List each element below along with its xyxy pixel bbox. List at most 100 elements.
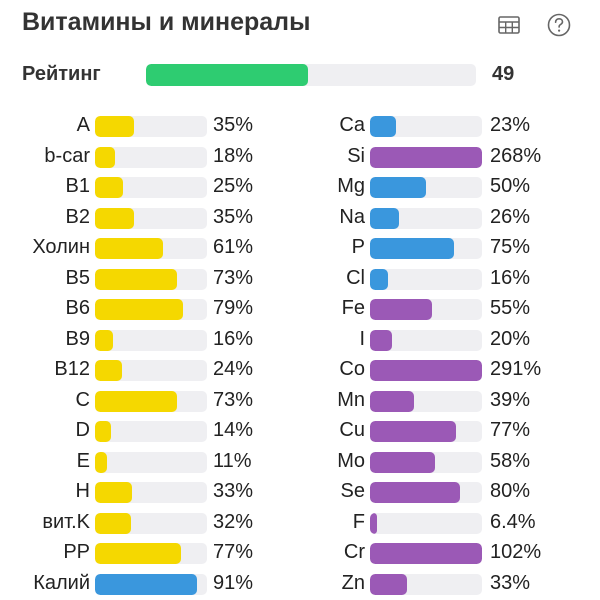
vitamin-value: 33% [213,480,254,502]
vitamin-bar-track [95,329,207,351]
vitamin-label: H [75,480,90,502]
vitamin-value: 77% [213,541,254,563]
vitamin-bar-track [95,482,207,503]
vitamin-row: B5 73% [0,264,280,295]
mineral-label-wrap: Na [290,203,365,231]
vitamin-row: Калий 91% [0,569,280,600]
vitamin-bar-fill [95,482,132,503]
vitamin-label: B5 [65,266,90,289]
mineral-bar-fill [370,299,432,320]
mineral-label-wrap: P [290,233,365,261]
mineral-value: 26% [490,205,531,228]
mineral-bar-track [370,329,482,351]
vitamin-label: B6 [65,297,90,319]
vitamin-label-wrap: D [0,416,90,444]
mineral-bar-fill [370,329,393,351]
mineral-bar-track [370,146,482,168]
vitamin-value: 73% [213,266,254,289]
mineral-bar-track [370,451,482,473]
mineral-bar-fill [370,207,400,229]
mineral-bar-fill [370,177,426,198]
vitamin-row: B6 79% [0,294,280,325]
vitamin-row: B12 24% [0,355,280,386]
vitamin-label-wrap: E [0,447,90,475]
mineral-bar-fill [370,573,407,595]
mineral-label: Mn [337,388,365,411]
mineral-label: Mo [337,449,365,472]
mineral-row: Fe 55% [290,294,570,325]
vitamin-row: b-car 18% [0,142,280,173]
vitamin-bar-track [95,573,207,595]
vitamin-bar-track [95,146,207,168]
vitamin-bar-track [95,543,207,564]
vitamin-bar-track [95,268,207,290]
mineral-label-wrap: Mg [290,172,365,200]
mineral-bar-fill [370,360,482,381]
vitamin-label: B9 [65,327,90,350]
mineral-value: 77% [490,419,531,441]
mineral-bar-fill [370,421,457,442]
mineral-row: P 75% [290,233,570,264]
vitamin-bar-fill [95,390,177,412]
mineral-bar-track [370,421,482,442]
vitamin-label-wrap: C [0,386,90,414]
mineral-bar-track [370,512,482,534]
mineral-value: 33% [490,571,531,594]
mineral-value: 23% [490,114,531,136]
vitamin-value: 16% [213,327,254,350]
vitamin-value: 14% [213,419,254,441]
vitamin-bar-track [95,512,207,534]
mineral-label: Cr [343,541,365,563]
mineral-row: Co 291% [290,355,570,386]
mineral-value: 16% [490,266,531,289]
vitamin-bar-fill [95,329,113,351]
mineral-bar-fill [370,482,460,503]
mineral-value: 268% [490,144,542,167]
mineral-label-wrap: Mn [290,386,365,414]
vitamin-row: E 11% [0,447,280,478]
mineral-label: Si [347,144,365,167]
mineral-label: Se [340,480,365,502]
rating-label: Рейтинг [22,63,101,85]
help-icon[interactable] [546,12,572,38]
mineral-label-wrap: Cu [290,416,365,444]
vitamin-value: 91% [213,571,254,594]
mineral-bar-track [370,177,482,198]
vitamin-bar-track [95,238,207,259]
vitamin-label-wrap: B9 [0,325,90,353]
mineral-row: Cu 77% [290,416,570,447]
mineral-row: Cr 102% [290,538,570,569]
vitamin-label-wrap: PP [0,538,90,566]
vitamin-label: PP [63,541,90,563]
mineral-label-wrap: Ca [290,111,365,139]
vitamin-row: PP 77% [0,538,280,569]
vitamin-bar-fill [95,573,197,595]
mineral-label: Zn [341,571,365,594]
rating-bar-fill [146,64,308,86]
mineral-label-wrap: Mo [290,447,365,475]
mineral-row: Mo 58% [290,447,570,478]
mineral-value: 291% [490,358,542,380]
vitamin-value: 25% [213,175,254,197]
vitamin-label: C [75,388,90,411]
mineral-bar-fill [370,268,388,290]
mineral-bar-fill [370,116,396,137]
mineral-row: Zn 33% [290,569,570,600]
mineral-bar-fill [370,451,435,473]
mineral-bar-track [370,207,482,229]
mineral-row: Si 268% [290,142,570,173]
mineral-bar-track [370,390,482,412]
vitamin-row: H 33% [0,477,280,508]
mineral-bar-track [370,268,482,290]
mineral-bar-fill [370,543,482,564]
vitamin-value: 73% [213,388,254,411]
table-icon[interactable] [496,12,522,38]
vitamin-bar-fill [95,177,123,198]
mineral-value: 6.4% [490,510,536,533]
vitamin-row: Холин 61% [0,233,280,264]
vitamin-bar-fill [95,238,164,259]
vitamin-value: 61% [213,236,254,258]
mineral-bar-track [370,482,482,503]
mineral-label-wrap: F [290,508,365,536]
mineral-label: Cl [346,266,365,289]
